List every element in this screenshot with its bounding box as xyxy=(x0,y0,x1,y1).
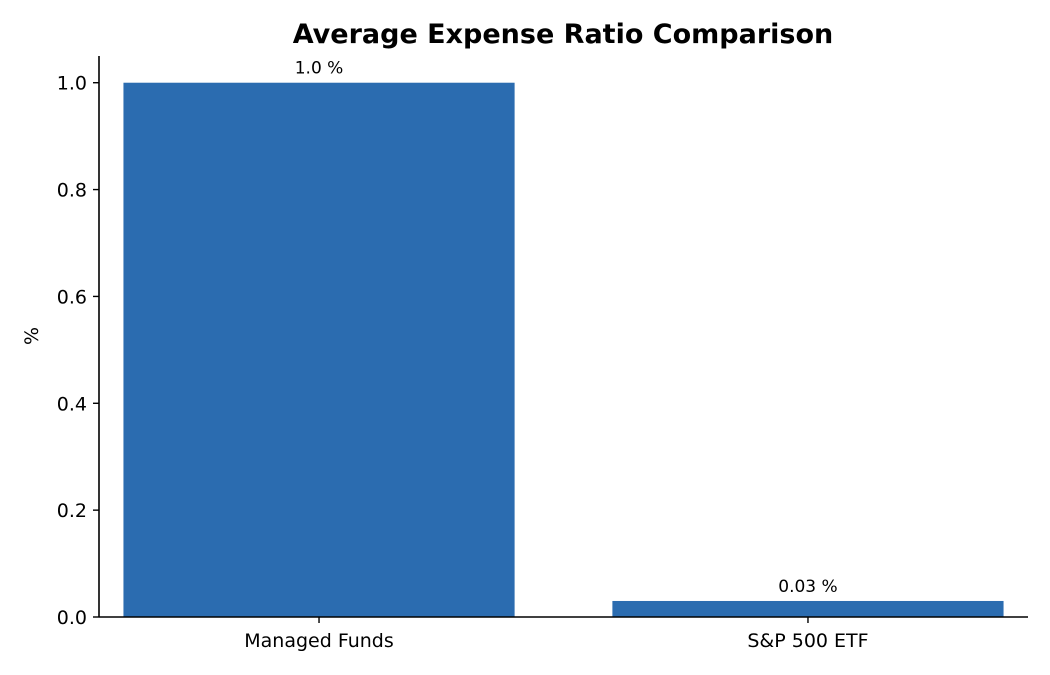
y-tick-label: 0.6 xyxy=(57,286,87,308)
bar-data-label: 1.0 % xyxy=(295,59,344,79)
y-axis-label: % xyxy=(21,327,43,345)
y-tick-label: 0.0 xyxy=(57,607,87,629)
y-tick-label: 1.0 xyxy=(57,73,87,95)
bars-group xyxy=(123,82,1004,617)
y-tick-label: 0.8 xyxy=(57,180,87,202)
x-tick-label: S&P 500 ETF xyxy=(747,630,868,652)
y-tick-label: 0.4 xyxy=(57,393,87,415)
data-labels-group: 1.0 % 0.03 % xyxy=(295,59,838,597)
chart-title: Average Expense Ratio Comparison xyxy=(293,19,834,50)
bar xyxy=(612,600,1004,617)
bar-data-label: 0.03 % xyxy=(778,577,837,597)
y-tick-label: 0.2 xyxy=(57,500,87,522)
x-axis-ticks: Managed Funds S&P 500 ETF xyxy=(244,617,869,652)
bar xyxy=(123,82,515,617)
y-axis-ticks: 0.0 0.2 0.4 0.6 0.8 1.0 xyxy=(57,73,99,629)
x-tick-label: Managed Funds xyxy=(244,630,394,652)
